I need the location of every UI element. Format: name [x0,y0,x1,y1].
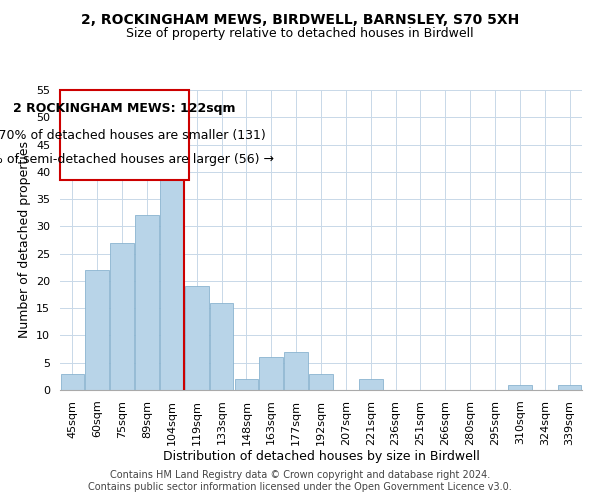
Bar [185,286,209,390]
Bar [160,139,184,390]
Text: ← 70% of detached houses are smaller (131): ← 70% of detached houses are smaller (13… [0,129,265,142]
Bar [235,379,258,390]
Bar [508,384,532,390]
Text: 30% of semi-detached houses are larger (56) →: 30% of semi-detached houses are larger (… [0,153,274,166]
Text: 2, ROCKINGHAM MEWS, BIRDWELL, BARNSLEY, S70 5XH: 2, ROCKINGHAM MEWS, BIRDWELL, BARNSLEY, … [81,12,519,26]
Bar [135,216,159,390]
Text: Contains public sector information licensed under the Open Government Licence v3: Contains public sector information licen… [88,482,512,492]
X-axis label: Distribution of detached houses by size in Birdwell: Distribution of detached houses by size … [163,450,479,464]
Bar [210,302,233,390]
Y-axis label: Number of detached properties: Number of detached properties [17,142,31,338]
Bar [61,374,84,390]
Bar [558,384,581,390]
Bar [284,352,308,390]
Bar [259,358,283,390]
Text: 2 ROCKINGHAM MEWS: 122sqm: 2 ROCKINGHAM MEWS: 122sqm [13,102,236,115]
Bar [110,242,134,390]
Bar [309,374,333,390]
FancyBboxPatch shape [60,90,189,180]
Bar [85,270,109,390]
Text: Size of property relative to detached houses in Birdwell: Size of property relative to detached ho… [126,28,474,40]
Text: Contains HM Land Registry data © Crown copyright and database right 2024.: Contains HM Land Registry data © Crown c… [110,470,490,480]
Bar [359,379,383,390]
